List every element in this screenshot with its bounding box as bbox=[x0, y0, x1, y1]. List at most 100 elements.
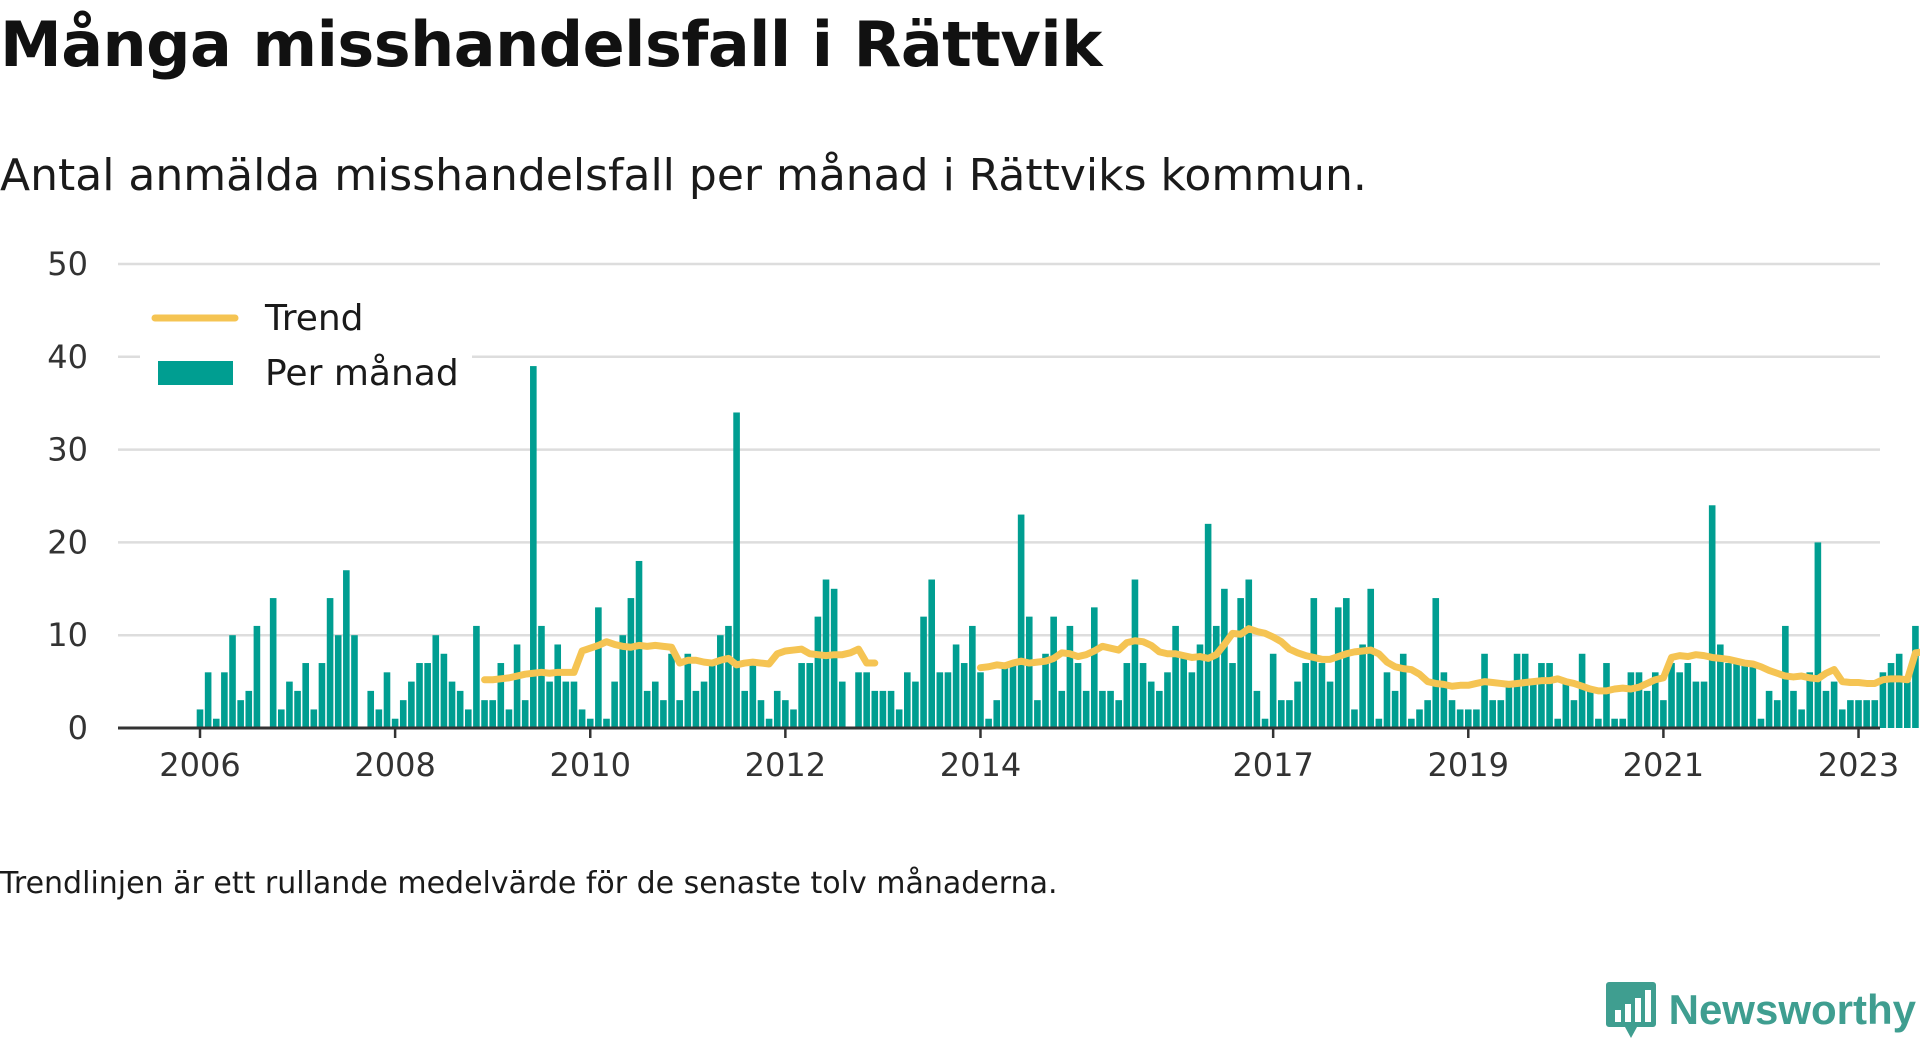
bar bbox=[383, 672, 391, 728]
bar bbox=[1725, 663, 1732, 728]
bar bbox=[1546, 663, 1553, 728]
bar bbox=[1717, 644, 1724, 728]
bar bbox=[733, 412, 740, 728]
bar bbox=[497, 663, 505, 728]
bar bbox=[814, 616, 822, 728]
bar bbox=[1375, 718, 1383, 728]
bar bbox=[1091, 607, 1098, 728]
bar bbox=[627, 598, 635, 728]
legend-bars-swatch bbox=[158, 361, 233, 385]
bar bbox=[1830, 681, 1838, 728]
bar bbox=[464, 709, 472, 728]
bar bbox=[440, 653, 448, 728]
legend-trend-label: Trend bbox=[264, 298, 364, 339]
bar bbox=[505, 709, 513, 728]
bar bbox=[310, 709, 318, 728]
bar bbox=[1042, 653, 1049, 728]
bar bbox=[1269, 653, 1277, 728]
bar bbox=[708, 663, 716, 728]
bar bbox=[928, 579, 935, 728]
bar bbox=[1408, 718, 1415, 728]
bar bbox=[1188, 672, 1196, 728]
bar bbox=[1448, 700, 1456, 728]
bar bbox=[1237, 598, 1244, 728]
bar bbox=[749, 663, 757, 728]
bar bbox=[1001, 663, 1009, 728]
bar bbox=[692, 690, 700, 728]
bar bbox=[489, 700, 496, 728]
bar bbox=[1123, 663, 1131, 728]
bar bbox=[1879, 672, 1887, 728]
bar bbox=[668, 653, 675, 728]
bar bbox=[1798, 709, 1805, 728]
bar bbox=[1489, 700, 1496, 728]
bar bbox=[1115, 700, 1122, 728]
bar bbox=[1521, 653, 1529, 728]
bar bbox=[1871, 700, 1879, 728]
bar bbox=[717, 635, 724, 728]
bar bbox=[830, 588, 838, 728]
bar bbox=[1595, 718, 1602, 728]
bar-series bbox=[196, 366, 1919, 728]
bar bbox=[1147, 681, 1155, 728]
bar bbox=[570, 681, 578, 728]
bar bbox=[790, 709, 797, 728]
bar bbox=[879, 690, 887, 728]
axes: 0 10 20 30 40 50 2006 2008 2010 2012 2014 2017 2019 2… bbox=[47, 245, 1899, 784]
bar bbox=[1757, 718, 1765, 728]
bar bbox=[1643, 690, 1651, 728]
bar bbox=[904, 672, 911, 728]
bar bbox=[1432, 598, 1440, 728]
bar bbox=[1334, 607, 1342, 728]
bar bbox=[1391, 690, 1399, 728]
bar bbox=[1107, 690, 1114, 728]
bar bbox=[1912, 625, 1919, 728]
bar bbox=[1464, 709, 1472, 728]
bar bbox=[1180, 653, 1188, 728]
bar bbox=[1424, 700, 1431, 728]
bar bbox=[448, 681, 456, 728]
bar bbox=[1611, 718, 1618, 728]
bar bbox=[798, 663, 805, 728]
bar bbox=[912, 681, 919, 728]
bar bbox=[1221, 588, 1228, 728]
x-tick-label: 2012 bbox=[745, 746, 826, 784]
y-tick-label: 10 bbox=[47, 616, 88, 654]
bar bbox=[1578, 653, 1586, 728]
footnote: Trendlinjen är ett rullande medelvärde f… bbox=[0, 866, 1058, 901]
bar bbox=[554, 644, 562, 728]
bar bbox=[1156, 690, 1163, 728]
bar bbox=[1513, 653, 1521, 728]
bar bbox=[1172, 625, 1179, 728]
bar bbox=[221, 672, 228, 728]
bar bbox=[952, 644, 960, 728]
bar bbox=[1416, 709, 1423, 728]
bar bbox=[1684, 663, 1692, 728]
bar bbox=[1790, 690, 1797, 728]
bar bbox=[351, 635, 358, 728]
bar bbox=[977, 672, 984, 728]
y-tick-label: 40 bbox=[47, 338, 88, 376]
x-tick-label: 2010 bbox=[550, 746, 631, 784]
bar bbox=[969, 625, 976, 728]
bar bbox=[538, 625, 545, 728]
bar bbox=[993, 700, 1001, 728]
bar bbox=[611, 681, 618, 728]
bar bbox=[1603, 663, 1610, 728]
legend: Trend Per månad bbox=[140, 290, 472, 398]
bar bbox=[1749, 663, 1757, 728]
bar bbox=[595, 607, 602, 728]
bar bbox=[408, 681, 415, 728]
bar bbox=[1505, 681, 1513, 728]
bar bbox=[1651, 672, 1659, 728]
bar bbox=[269, 598, 277, 728]
bar bbox=[302, 663, 309, 728]
bar bbox=[1481, 653, 1488, 728]
y-tick-label: 50 bbox=[47, 245, 88, 283]
bar bbox=[757, 700, 765, 728]
bar bbox=[1212, 625, 1220, 728]
bar bbox=[212, 718, 220, 728]
bar bbox=[586, 718, 594, 728]
bar bbox=[432, 635, 440, 728]
bar bbox=[1034, 700, 1041, 728]
